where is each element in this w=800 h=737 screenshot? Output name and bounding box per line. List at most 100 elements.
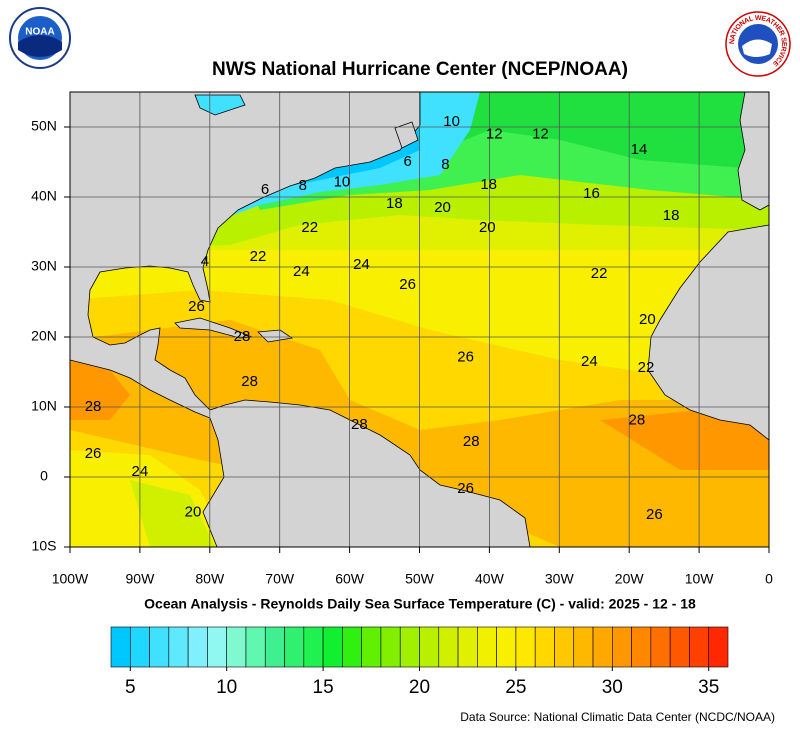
colorbar-cell: [399, 626, 420, 668]
contour-label: 16: [583, 185, 600, 202]
land: [70, 92, 769, 547]
contour-label: 24: [132, 463, 149, 480]
contour-label: 14: [631, 141, 648, 158]
contour-label: 6: [403, 153, 411, 170]
contour-label: 28: [351, 416, 368, 433]
x-tick-label: 40W: [475, 571, 505, 587]
x-tick-label: 90W: [126, 571, 156, 587]
contour-label: 26: [399, 276, 416, 293]
colorbar-cell: [284, 626, 305, 668]
x-tick-label: 50W: [405, 571, 435, 587]
contour-label: 22: [638, 359, 655, 376]
contour-label: 12: [532, 126, 549, 143]
y-tick-label: 30N: [31, 258, 57, 274]
colorbar-cell: [612, 626, 632, 668]
colorbar-cell: [554, 626, 575, 668]
contour-label: 24: [353, 256, 370, 273]
contour-label: 20: [434, 199, 451, 216]
contour-label: 28: [629, 411, 646, 428]
contour-label: 26: [457, 480, 474, 497]
colorbar-cell: [477, 626, 497, 668]
colorbar-tick-label: 35: [698, 677, 719, 698]
axes: 100W 90W 80W 70W 60W 50W 40W 30W 20W 10W 0 10S 0 10N 2…: [31, 118, 773, 587]
contour-label: 24: [581, 353, 598, 370]
contour-label: 24: [293, 263, 310, 280]
y-tick-label: 10S: [32, 538, 57, 554]
colorbar-tick-label: 20: [409, 677, 430, 698]
x-tick-label: 20W: [615, 571, 645, 587]
colorbar-cell: [168, 626, 189, 668]
colorbar-cell: [708, 626, 729, 668]
contour-label: 18: [480, 176, 497, 193]
colorbar-cell: [187, 626, 208, 668]
x-tick-label: 60W: [335, 571, 365, 587]
colorbar-tick-label: 5: [125, 677, 136, 698]
subtitle: Ocean Analysis - Reynolds Daily Sea Surf…: [144, 596, 696, 612]
colorbar-cell: [110, 626, 131, 668]
contour-label: 28: [463, 433, 480, 450]
x-tick-label: 30W: [545, 571, 575, 587]
colorbar-cell: [631, 626, 652, 668]
title: NWS National Hurricane Center (NCEP/NOAA…: [212, 59, 628, 80]
x-tick-label: 80W: [195, 571, 225, 587]
contour-label: 10: [443, 113, 460, 130]
y-tick-label: 40N: [31, 188, 57, 204]
contour-label: 26: [457, 348, 474, 365]
colorbar-cell: [515, 626, 536, 668]
noaa-logo: NOAA: [9, 7, 71, 69]
colorbar-cell: [457, 626, 478, 668]
colorbar-cell: [669, 626, 690, 668]
y-tick-label: 10N: [31, 398, 57, 414]
colorbar-cell: [322, 626, 343, 668]
contour-label: 18: [663, 207, 680, 224]
colorbar-cell: [689, 626, 710, 668]
colorbar-cell: [419, 626, 440, 668]
contour-label: 28: [85, 398, 102, 415]
contour-label: 26: [85, 445, 102, 462]
colorbar-cell: [342, 626, 362, 668]
contour-label: 6: [261, 181, 269, 198]
x-tick-label: 70W: [265, 571, 295, 587]
y-tick-label: 50N: [31, 118, 57, 134]
contour-label: 18: [386, 195, 403, 212]
colorbar: 5 10 15 20 25 30 35: [110, 626, 729, 698]
colorbar-tick-label: 10: [216, 677, 237, 698]
colorbar-cell: [264, 626, 285, 668]
colorbar-cell: [149, 626, 170, 668]
colorbar-cell: [303, 626, 324, 668]
y-tick-label: 20N: [31, 328, 57, 344]
colorbar-cell: [129, 626, 150, 668]
colorbar-cell: [496, 626, 517, 668]
nws-logo: NATIONAL WEATHER SERVICE: [725, 11, 791, 77]
colorbar-tick-label: 15: [313, 677, 334, 698]
colorbar-cell: [361, 626, 382, 668]
x-tick-label: 10W: [685, 571, 715, 587]
contour-label: 4: [201, 253, 209, 270]
contour-label: 26: [188, 298, 205, 315]
x-tick-label: 100W: [52, 571, 89, 587]
colorbar-cell: [245, 626, 266, 668]
x-tick-label: 0: [765, 571, 773, 587]
colorbar-cell: [226, 626, 247, 668]
colorbar-cell: [438, 626, 459, 668]
contour-label: 12: [486, 126, 503, 143]
colorbar-cell: [380, 626, 401, 668]
contour-label: 28: [234, 328, 251, 345]
data-source: Data Source: National Climatic Data Cent…: [460, 710, 775, 724]
contour-labels: 10 12 12 14 6 8 10 8 6 18 16 18 20 18 20 22 4 22 24 24 26 22 2…: [85, 113, 680, 523]
colorbar-cell: [592, 626, 613, 668]
y-tick-label: 0: [40, 468, 48, 484]
colorbar-cell: [207, 626, 227, 668]
colorbar-cell: [573, 626, 594, 668]
contour-label: 26: [646, 506, 663, 523]
noaa-text: NOAA: [25, 27, 54, 38]
contour-label: 20: [479, 219, 496, 236]
contour-label: 8: [441, 156, 449, 173]
contour-label: 28: [241, 373, 258, 390]
contour-label: 22: [591, 265, 608, 282]
contour-label: 22: [250, 248, 267, 265]
colorbar-tick-label: 30: [602, 677, 623, 698]
contour-label: 10: [334, 173, 351, 190]
contour-label: 22: [301, 219, 318, 236]
